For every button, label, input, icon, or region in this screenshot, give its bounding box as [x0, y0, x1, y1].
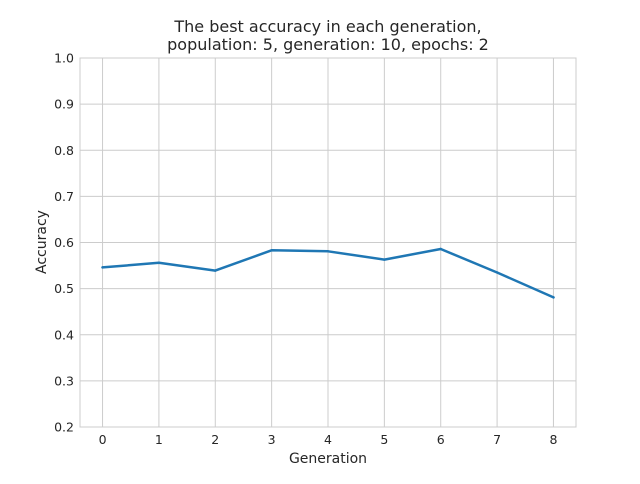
y-tick-label: 0.9 — [54, 97, 74, 112]
x-tick-label: 0 — [99, 432, 107, 447]
accuracy-data-point — [383, 258, 386, 261]
accuracy-data-point — [552, 296, 555, 299]
x-tick-label: 4 — [324, 432, 332, 447]
y-tick-label: 0.7 — [54, 189, 74, 204]
y-axis-ticks: 0.2 0.3 0.4 0.5 0.6 0.7 0.8 0.9 1.0 — [54, 51, 74, 435]
x-axis-ticks: 0 1 2 3 4 5 6 7 8 — [99, 432, 558, 447]
x-tick-label: 7 — [493, 432, 501, 447]
x-tick-label: 6 — [437, 432, 445, 447]
y-tick-label: 0.8 — [54, 143, 74, 158]
y-tick-label: 0.6 — [54, 235, 74, 250]
plot-frame — [79, 57, 577, 428]
accuracy-data-point — [495, 271, 499, 274]
series-layer — [101, 247, 555, 299]
y-tick-label: 1.0 — [54, 51, 74, 66]
y-tick-label: 0.5 — [54, 281, 74, 296]
x-tick-label: 5 — [380, 432, 388, 447]
x-tick-label: 2 — [211, 432, 219, 447]
x-tick-label: 3 — [268, 432, 276, 447]
y-tick-label: 0.2 — [54, 420, 74, 435]
accuracy-data-point — [270, 249, 273, 252]
y-tick-label: 0.3 — [54, 373, 74, 388]
x-tick-label: 1 — [155, 432, 163, 447]
x-tick-label: 8 — [549, 432, 557, 447]
accuracy-data-point — [101, 266, 104, 269]
x-axis-label: Generation — [289, 451, 367, 467]
accuracy-data-point — [326, 250, 330, 253]
y-tick-label: 0.4 — [54, 327, 74, 342]
accuracy-data-point — [439, 247, 442, 251]
accuracy-data-point — [157, 261, 161, 264]
accuracy-data-point — [214, 269, 217, 272]
y-axis-label: Accuracy — [34, 210, 50, 274]
chart-title-line-1: The best accuracy in each generation, — [173, 17, 481, 36]
chart-title-line-2: population: 5, generation: 10, epochs: 2 — [167, 35, 489, 54]
